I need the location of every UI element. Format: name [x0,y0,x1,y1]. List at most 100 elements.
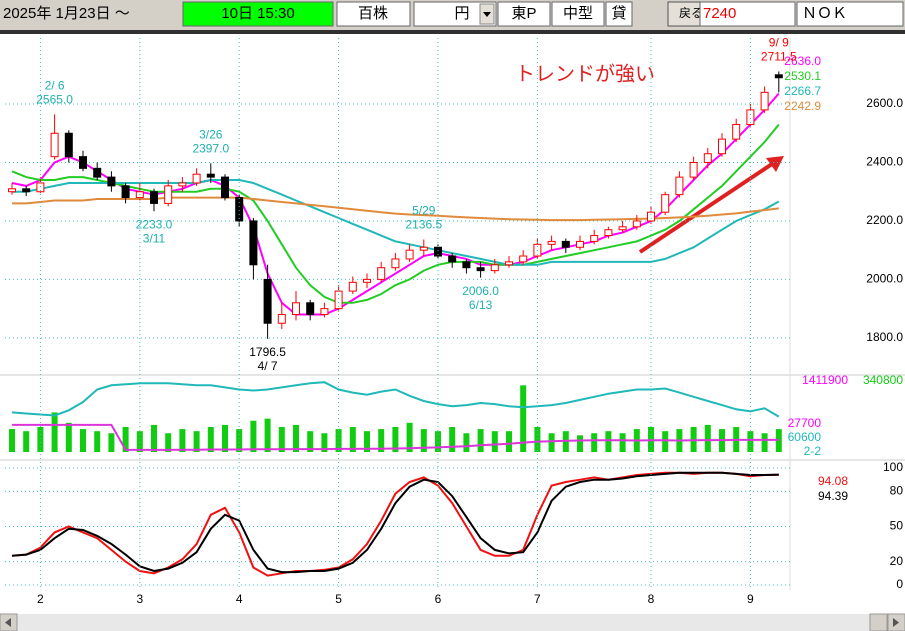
candle-body [604,229,613,237]
candle-body [661,194,670,213]
legend-label: 2636.0 [784,54,821,68]
candle-body [263,278,272,324]
annotation-value: 2397.0 [192,142,229,156]
candle-body [150,191,158,204]
candle-body [235,197,244,222]
volume-bar [222,424,228,452]
volume-bar [335,429,342,452]
volume-bar [406,422,413,452]
candle-body [519,255,528,263]
candle-body [363,278,371,283]
x-tick-label: 9 [747,592,754,606]
back-label: 戻る [679,6,703,20]
period-box[interactable] [182,1,334,27]
x-tick-label: 6 [435,592,442,606]
y-tick-label: 0 [896,577,903,591]
volume-bar [605,431,612,452]
market-box [497,1,551,27]
volume-bar [94,431,101,452]
volume-bar [278,427,285,452]
date: 2025年 1月23日 ～ [3,5,130,22]
volume-bar [435,431,441,452]
x-tick-label: 8 [648,592,655,606]
candle-body [292,302,300,315]
market: 東P [511,5,536,22]
volume-bar [51,412,58,452]
candle-body [377,267,386,280]
y-tick-label: 50 [890,519,904,533]
volume-bar [548,433,555,452]
candle-body [632,220,641,228]
candle-body [561,240,570,248]
candle-body [462,261,471,269]
name-box [796,1,904,27]
y-tick-label: 1800.0 [866,330,903,344]
volume-bar [520,385,527,452]
trend-arrow-head [766,156,784,172]
volume-bar [349,427,356,452]
volume-bar [534,427,541,452]
candle-body [8,188,16,193]
annotation-date: 9/ 9 [769,36,789,50]
annotation-value: 2233.0 [136,217,173,231]
y-tick-label: 2400.0 [866,155,903,169]
volume-bar [704,424,711,452]
scale-label: 27700 [788,416,822,430]
candle-body [121,185,130,199]
candle-body [774,74,783,79]
candle-body [505,261,513,266]
series-line [11,381,780,418]
candle-body [64,132,73,158]
volume-bar [477,429,484,452]
volume-bar [108,433,115,452]
legend-label: 2242.9 [784,99,821,113]
candle-body [320,308,329,315]
code: 7240 [703,5,736,22]
scroll-left-arrow [5,618,11,627]
note: トレンドが強い [515,62,655,85]
volume-bar [264,418,271,452]
code-box[interactable] [699,1,796,27]
volume-bar [761,433,768,452]
volume-bar [65,422,72,452]
candle-body [647,211,655,222]
scrollbar[interactable] [0,614,905,631]
volume-bar [80,429,86,452]
volume-bar [293,424,299,452]
candle-body [391,258,400,269]
annotation-value: 2565.0 [36,92,73,106]
candle-body [249,220,258,266]
y-tick-label: 340800 [863,373,903,387]
candle-body [490,264,499,272]
volume-bar [165,433,172,452]
candle-body [206,173,215,178]
legend-label: 94.08 [818,474,848,488]
candle-body [221,176,229,199]
volume-bar [378,429,385,452]
volume-bar [122,427,129,452]
period: 10日 15:30 [221,5,294,22]
volume-bar [37,427,44,452]
annotation-value: 1796.5 [249,345,286,359]
annotation-value: 2711.5 [761,50,797,64]
volume-bar [136,431,143,452]
volume-bar [392,427,399,452]
annotation-date: 5/29 [412,204,436,218]
divider [0,30,905,34]
scroll-thumb[interactable] [869,613,888,631]
volume-bar [506,431,512,452]
annotation-value: 2136.5 [405,218,442,232]
volume-bar [662,431,669,452]
candle-body [107,176,116,187]
lending-box [605,1,633,27]
volume-bar [463,433,470,452]
unit-box[interactable] [336,1,411,27]
candle-body [334,290,343,310]
legend-label: 2266.7 [784,84,821,98]
candle-body [405,249,414,260]
annotation-value: 2006.0 [462,284,499,298]
candle-body [590,235,599,242]
scale-label: 60600 [788,430,822,444]
candle-body [476,267,485,272]
